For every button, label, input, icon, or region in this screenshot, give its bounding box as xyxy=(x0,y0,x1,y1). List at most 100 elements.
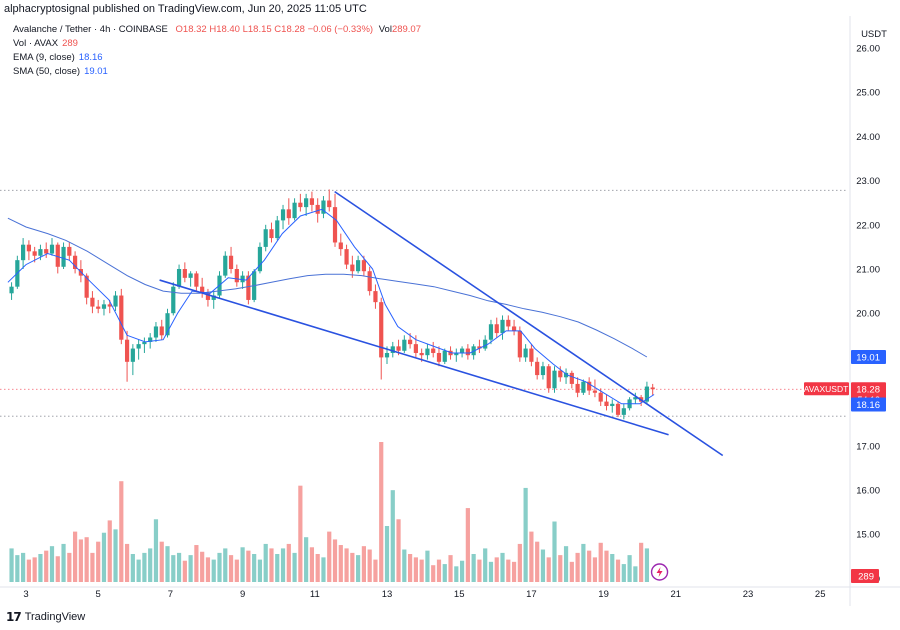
volume-bar xyxy=(454,566,459,582)
volume-bar xyxy=(200,551,205,582)
volume-bar xyxy=(500,552,505,582)
candle-body xyxy=(413,344,418,353)
candle-body xyxy=(32,251,37,256)
volume-bar xyxy=(477,559,482,582)
candle-body xyxy=(540,366,546,376)
volume-bar xyxy=(615,559,621,582)
volume-bar xyxy=(448,555,453,582)
volume-bar xyxy=(171,555,176,582)
volume-bar xyxy=(431,565,436,582)
volume-bar xyxy=(552,521,557,582)
candle-body xyxy=(396,346,401,351)
volume-bar xyxy=(124,543,130,582)
x-tick-label: 11 xyxy=(310,589,320,600)
candle-body xyxy=(621,408,626,415)
volume-bar xyxy=(402,549,407,582)
volume-tag: 289 xyxy=(858,572,874,583)
y-tick-label: 20.00 xyxy=(856,309,880,320)
candle-body xyxy=(148,337,153,342)
candle-body xyxy=(280,209,286,221)
volume-bar xyxy=(142,552,147,582)
candle-body xyxy=(257,246,263,272)
candle-body xyxy=(604,401,609,407)
legend-ema-row[interactable]: EMA (9, close) 18.16 xyxy=(13,52,103,63)
tradingview-brand: TradingView xyxy=(24,611,86,623)
candle-body xyxy=(269,229,274,239)
legend-sma-row[interactable]: SMA (50, close) 19.01 xyxy=(13,66,108,77)
volume-bar xyxy=(176,552,182,582)
candle-body xyxy=(234,269,239,283)
candle-body xyxy=(552,370,557,389)
candle-body xyxy=(96,306,101,309)
symbol-tag-bg xyxy=(804,382,849,396)
candle-body xyxy=(228,255,234,269)
volume-bar xyxy=(240,547,245,582)
volume-bar xyxy=(465,508,470,582)
x-tick-label: 25 xyxy=(815,589,826,600)
y-tick-label: 22.00 xyxy=(856,220,880,231)
volume-bar xyxy=(84,537,89,582)
candle-body xyxy=(442,350,447,362)
volume-bar xyxy=(356,555,361,582)
candle-body xyxy=(402,339,407,351)
candle-body xyxy=(159,326,164,336)
volume-bar xyxy=(373,559,378,582)
candle-body xyxy=(49,244,55,254)
candle-body xyxy=(581,381,586,393)
wedge-trendline xyxy=(334,190,724,457)
candle-body xyxy=(101,304,107,309)
x-tick-label: 3 xyxy=(23,589,28,600)
candle-body xyxy=(511,326,517,331)
volume-bar xyxy=(592,557,598,582)
candle-body xyxy=(298,202,303,208)
last-price-tag: 18.28 xyxy=(856,385,880,396)
volume-bar xyxy=(107,520,112,582)
volume-bar xyxy=(315,554,320,582)
volume-bar xyxy=(26,559,31,582)
candle-body xyxy=(459,348,465,353)
candle-body xyxy=(477,346,482,349)
candle-body xyxy=(379,302,384,358)
legend-sma-label: SMA (50, close) xyxy=(13,66,81,77)
candle-body xyxy=(644,386,650,402)
volume-bar xyxy=(67,552,72,582)
volume-bar xyxy=(390,490,395,582)
volume-bar xyxy=(228,555,234,582)
sma-line xyxy=(7,217,648,358)
volume-bar xyxy=(205,557,211,582)
wedge-trendline xyxy=(159,279,669,436)
volume-bar xyxy=(436,559,442,582)
volume-bar xyxy=(367,549,372,582)
volume-bar xyxy=(9,548,14,582)
legend-volume-row[interactable]: Vol · AVAX 289 xyxy=(13,38,78,49)
volume-bar xyxy=(32,557,37,582)
volume-bar xyxy=(321,557,326,582)
volume-bar xyxy=(483,548,488,582)
quote-unit-label: USDT xyxy=(861,29,887,40)
x-tick-label: 5 xyxy=(96,589,101,600)
legend-ohlc: O18.32 H18.40 L18.15 C18.28 −0.06 (−0.33… xyxy=(175,24,374,35)
candle-body xyxy=(494,324,499,334)
volume-bar xyxy=(15,555,20,582)
legend-symbol-row[interactable]: Avalanche / Tether · 4h · COINBASE O18.3… xyxy=(13,24,421,35)
volume-bar xyxy=(413,557,418,582)
volume-bar xyxy=(419,559,424,582)
candle-body xyxy=(569,372,574,384)
volume-bar xyxy=(517,543,522,582)
volume-bar xyxy=(511,561,517,582)
candle-body xyxy=(384,352,390,358)
volume-bar xyxy=(61,543,66,582)
volume-bar xyxy=(639,542,644,582)
volume-bar xyxy=(338,545,343,582)
y-tick-label: 21.00 xyxy=(856,265,880,276)
candle-body xyxy=(367,271,372,292)
candle-body xyxy=(55,244,60,267)
candle-body xyxy=(373,291,378,303)
legend-sma-value: 19.01 xyxy=(84,66,108,77)
publish-caption: alphacryptosignal published on TradingVi… xyxy=(4,3,367,15)
tradingview-footer[interactable]: 17 TradingView xyxy=(6,610,85,624)
volume-bar xyxy=(540,549,546,582)
volume-bar xyxy=(49,546,55,582)
volume-bar xyxy=(153,519,159,582)
